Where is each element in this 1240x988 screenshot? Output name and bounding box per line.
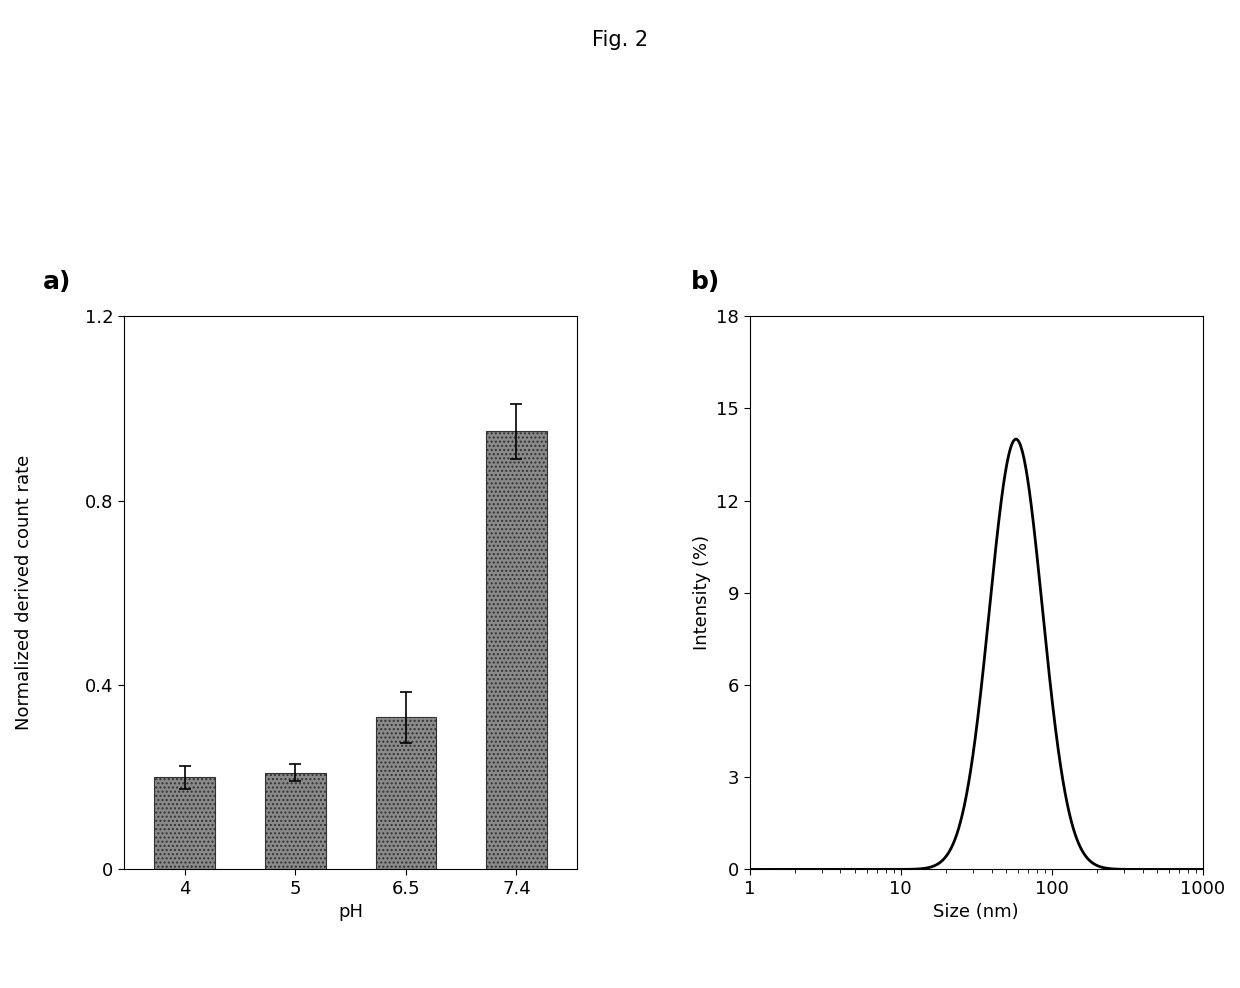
Text: a): a) <box>42 270 71 294</box>
X-axis label: pH: pH <box>339 903 363 922</box>
Bar <box>376 717 436 869</box>
Y-axis label: Normalized derived count rate: Normalized derived count rate <box>15 455 33 730</box>
Text: Fig. 2: Fig. 2 <box>591 30 649 49</box>
Bar <box>155 778 216 869</box>
Text: b): b) <box>691 270 720 294</box>
Bar <box>486 432 547 869</box>
Bar <box>265 773 326 869</box>
Y-axis label: Intensity (%): Intensity (%) <box>693 535 711 650</box>
X-axis label: Size (nm): Size (nm) <box>934 903 1019 922</box>
